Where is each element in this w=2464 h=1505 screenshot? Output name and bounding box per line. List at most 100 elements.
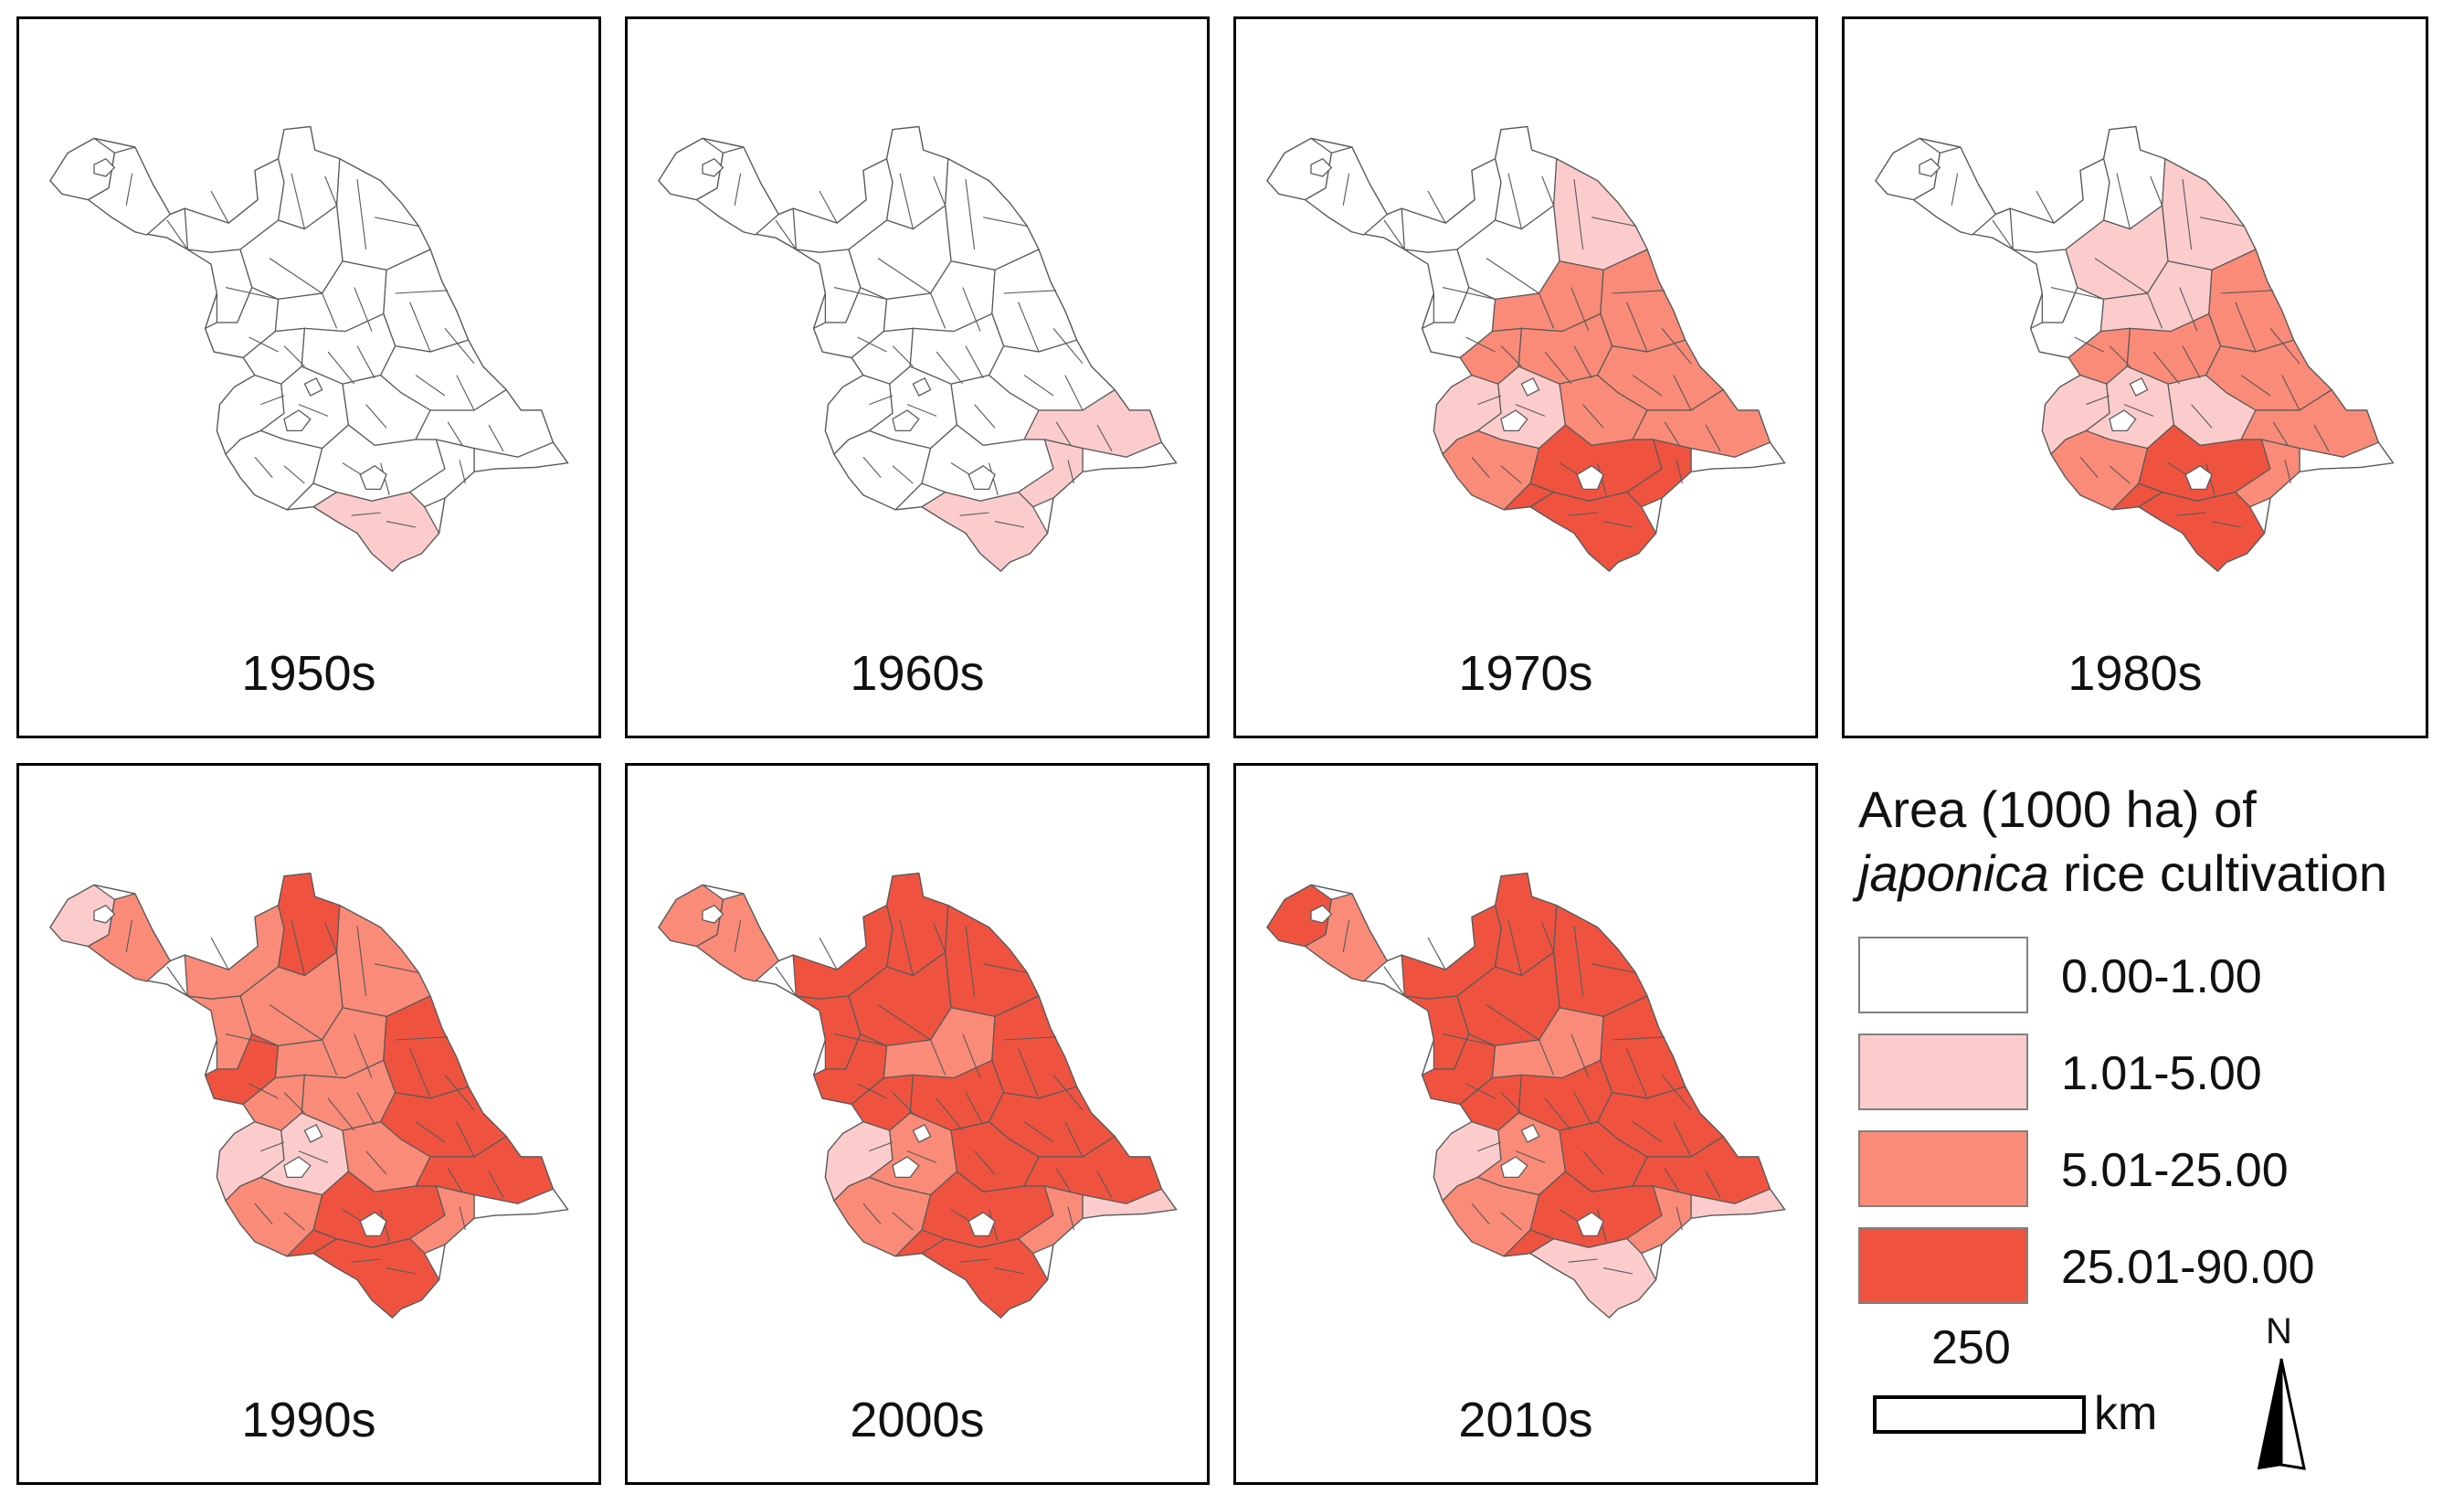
county-border <box>447 1168 463 1192</box>
county-border <box>327 1097 355 1131</box>
county-border <box>2235 302 2257 353</box>
lake-hole <box>93 158 116 177</box>
lake-hole <box>912 1123 932 1143</box>
county-border <box>260 395 285 406</box>
county-border <box>994 1267 1025 1275</box>
lake-hole <box>359 1212 387 1237</box>
county-region-e3 <box>2299 441 2395 472</box>
county-border <box>2272 421 2289 446</box>
county-border <box>1676 1206 1683 1231</box>
county-border <box>2123 404 2154 417</box>
county-border <box>291 173 305 229</box>
scale-bar-rectangle <box>1873 1395 2086 1434</box>
county-border <box>2094 258 2148 294</box>
county-border <box>356 926 367 997</box>
county-border <box>1582 404 1604 429</box>
county-border <box>1465 336 1496 353</box>
province-map <box>1266 872 1786 1319</box>
county-border <box>965 1092 984 1126</box>
county-border <box>283 1212 305 1231</box>
lake-hole <box>1310 905 1333 924</box>
county-border <box>906 1150 937 1163</box>
county-border <box>877 258 931 294</box>
county-border <box>1544 351 1572 385</box>
county-border <box>324 922 338 953</box>
county-region-s3 <box>312 491 440 572</box>
county-border <box>734 173 742 207</box>
county-border <box>965 345 984 379</box>
county-border <box>2200 217 2245 227</box>
county-region-s3 <box>921 491 1049 572</box>
county-region-c3 <box>2208 249 2295 353</box>
legend-swatch <box>1858 1227 2028 1304</box>
lake-hole <box>1919 158 1941 177</box>
county-border <box>933 922 946 953</box>
county-border <box>1673 375 1692 411</box>
county-border <box>1705 424 1721 452</box>
county-border <box>2182 345 2201 379</box>
county-region-c3 <box>1600 249 1687 353</box>
county-border <box>459 460 466 484</box>
county-border <box>1064 1121 1084 1158</box>
lake-hole <box>1520 376 1540 397</box>
county-region-e3 <box>473 441 569 472</box>
county-border <box>225 1033 279 1046</box>
county-border <box>354 287 373 332</box>
county-border <box>1573 1092 1592 1126</box>
county-layer <box>658 872 1178 1319</box>
county-border <box>210 937 229 970</box>
lake-hole <box>2129 376 2149 397</box>
lake-hole <box>1310 158 1333 177</box>
county-border <box>869 395 894 406</box>
county-border <box>1612 1036 1666 1041</box>
county-border <box>1465 1083 1496 1099</box>
lake-hole <box>1576 465 1604 491</box>
county-border <box>1018 1048 1040 1099</box>
decade-label: 2000s <box>850 1393 985 1447</box>
county-border <box>2036 190 2055 224</box>
county-border <box>415 375 446 397</box>
county-border <box>1003 1036 1057 1041</box>
county-border <box>899 173 914 229</box>
county-region-c3 <box>383 249 470 353</box>
county-border <box>1052 1075 1084 1111</box>
county-border <box>1568 512 1598 516</box>
county-border <box>386 521 417 528</box>
county-border <box>2179 287 2198 332</box>
county-border <box>1342 919 1350 953</box>
county-region-e3 <box>1082 1188 1178 1219</box>
lake-hole <box>2184 465 2213 491</box>
county-border <box>166 966 188 997</box>
county-region-n3 <box>335 158 431 271</box>
county-border <box>254 456 273 478</box>
county-region-e3 <box>1082 441 1178 472</box>
county-region-s4 <box>2111 482 2163 511</box>
county-border <box>974 404 996 429</box>
county-region-s2 <box>2234 439 2300 508</box>
county-border <box>488 424 504 452</box>
county-border <box>775 966 797 997</box>
county-region-s4 <box>894 1229 946 1257</box>
county-border <box>1515 404 1546 417</box>
county-border <box>862 456 882 478</box>
county-border <box>488 1171 504 1199</box>
county-border <box>1602 1267 1634 1275</box>
county-border <box>456 375 475 411</box>
county-border <box>444 1075 475 1111</box>
county-region-n3 <box>944 158 1040 271</box>
county-border <box>1305 899 1332 948</box>
county-border <box>1477 1141 1502 1152</box>
county-region-s4 <box>286 1229 338 1257</box>
legend-item-class-3: 5.01-25.00 <box>1858 1130 2443 1213</box>
county-border <box>965 926 976 997</box>
county-region-e3 <box>1690 441 1786 472</box>
county-region-s3 <box>1529 491 1657 572</box>
county-border <box>1539 1039 1555 1076</box>
county-border <box>1544 1097 1572 1131</box>
map-legend: Area (1000 ha) of japonica rice cultivat… <box>1842 763 2463 1494</box>
county-border <box>2240 375 2271 397</box>
county-border <box>2220 290 2274 294</box>
lake-hole <box>702 158 724 177</box>
map-panel-1990s: 1990s <box>16 763 601 1485</box>
legend-swatch <box>1858 937 2028 1013</box>
